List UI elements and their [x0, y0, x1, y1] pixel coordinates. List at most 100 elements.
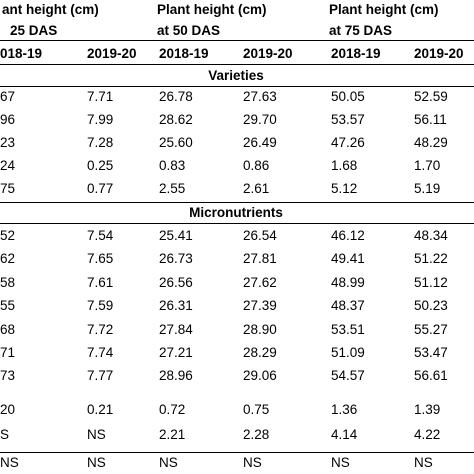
table-cell: 50.05 [331, 89, 365, 104]
table-cell: 48.37 [331, 298, 365, 314]
table-cell: 0.25 [87, 158, 114, 174]
table-cell: 4.22 [414, 427, 441, 442]
table-cell: 0.77 [87, 181, 114, 197]
table-cell: 7.99 [87, 112, 114, 128]
table-cell: 5.19 [414, 181, 441, 197]
table-cell: 52.59 [414, 89, 448, 104]
table-cell: NS [87, 427, 106, 442]
table-cell: 26.56 [159, 274, 193, 290]
table-cell: 25.41 [159, 228, 193, 243]
micronutrients-rule [0, 223, 474, 224]
table-cell: 27.21 [159, 345, 193, 360]
section-micronutrients: Micronutrients [189, 205, 283, 220]
table-cell: 58 [0, 274, 16, 290]
table-cell: 27.39 [243, 298, 277, 314]
table-cell: 7.72 [87, 321, 114, 337]
table-cell: 48.34 [414, 228, 448, 243]
table-cell: 48.99 [331, 274, 365, 290]
table-cell: 51.22 [414, 251, 448, 267]
table-cell: 26.31 [159, 298, 193, 314]
varieties-rule [0, 86, 474, 87]
table-cell: 7.74 [87, 345, 114, 360]
table-cell: 54.57 [331, 368, 365, 384]
table-cell: 27.62 [243, 274, 277, 290]
header-col2-line2: at 50 DAS [157, 23, 221, 38]
table-cell: 26.54 [243, 228, 277, 243]
table-cell: 7.65 [87, 251, 114, 267]
header-col3-line1: Plant height (cm) [329, 2, 439, 17]
table-cell: 96 [0, 112, 16, 128]
table-cell: 0.86 [243, 158, 270, 174]
table-cell: 47.26 [331, 135, 365, 151]
year-col-1: 018-19 [0, 46, 43, 61]
table-cell: 56.11 [414, 112, 447, 128]
table-cell: 20 [0, 402, 16, 417]
table-cell: NS [414, 455, 433, 470]
table-cell: NS [0, 455, 19, 470]
table-cell: 27.81 [243, 251, 277, 267]
table-cell: 73 [0, 368, 16, 384]
table-cell: NS [159, 455, 178, 470]
table-cell: 71 [0, 345, 16, 360]
table-cell: 7.61 [87, 274, 114, 290]
table-cell: 0.21 [87, 402, 114, 417]
table-cell: 68 [0, 321, 16, 337]
table-cell: 26.78 [159, 89, 193, 104]
year-col-6: 2019-20 [414, 46, 464, 61]
footer-rule [0, 452, 474, 453]
table-cell: 53.47 [414, 345, 448, 360]
table-cell: 53.57 [331, 112, 365, 128]
table-cell: 25.60 [159, 135, 193, 151]
table-cell: 27.63 [243, 89, 277, 104]
table-cell: NS [243, 455, 262, 470]
table-cell: NS [331, 455, 350, 470]
table-cell: 27.84 [159, 321, 193, 337]
table-cell: 0.83 [159, 158, 186, 174]
table-cell: 67 [0, 89, 16, 104]
year-col-5: 2018-19 [331, 46, 381, 61]
table-cell: 28.96 [159, 368, 193, 384]
year-col-3: 2018-19 [159, 46, 209, 61]
table-cell: 7.28 [87, 135, 114, 151]
table-cell: 7.71 [87, 89, 114, 104]
year-col-4: 2019-20 [243, 46, 293, 61]
table-cell: 48.29 [414, 135, 448, 151]
table-cell: 55.27 [414, 321, 448, 337]
table-cell: 23 [0, 135, 16, 151]
table-cell: 28.90 [243, 321, 277, 337]
header-col1-line1: ant height (cm) [2, 2, 99, 17]
header-rule [0, 40, 474, 41]
table-cell: NS [87, 455, 106, 470]
header-col1-line2: 25 DAS [10, 23, 58, 38]
varieties-end-rule [0, 202, 474, 203]
header-col2-line1: Plant height (cm) [157, 2, 267, 17]
table-cell: 56.61 [414, 368, 448, 384]
table-cell: 62 [0, 251, 16, 267]
table-cell: 1.70 [414, 158, 441, 174]
table-cell: 24 [0, 158, 16, 174]
table-cell: 49.41 [331, 251, 365, 267]
table-cell: 75 [0, 181, 16, 197]
table-cell: 29.06 [243, 368, 277, 384]
table-cell: 7.59 [87, 298, 114, 314]
table-cell: 29.70 [243, 112, 277, 128]
table-cell: 53.51 [331, 321, 365, 337]
table-cell: 2.55 [159, 181, 186, 197]
table-cell: 46.12 [331, 228, 365, 243]
table-cell: 1.68 [331, 158, 358, 174]
table-cell: 5.12 [331, 181, 358, 197]
table-cell: 0.72 [159, 402, 186, 417]
header-col3-line2: at 75 DAS [329, 23, 393, 38]
table-cell: 26.49 [243, 135, 277, 151]
table-cell: 7.77 [87, 368, 114, 384]
year-rule [0, 64, 474, 65]
year-col-2: 2019-20 [87, 46, 137, 61]
table-cell: S [0, 427, 10, 442]
table-cell: 1.39 [414, 402, 441, 417]
table-cell: 2.21 [159, 427, 186, 442]
table-cell: 1.36 [331, 402, 358, 417]
table-cell: 55 [0, 298, 16, 314]
table-cell: 28.29 [243, 345, 277, 360]
section-varieties: Varieties [208, 68, 264, 83]
